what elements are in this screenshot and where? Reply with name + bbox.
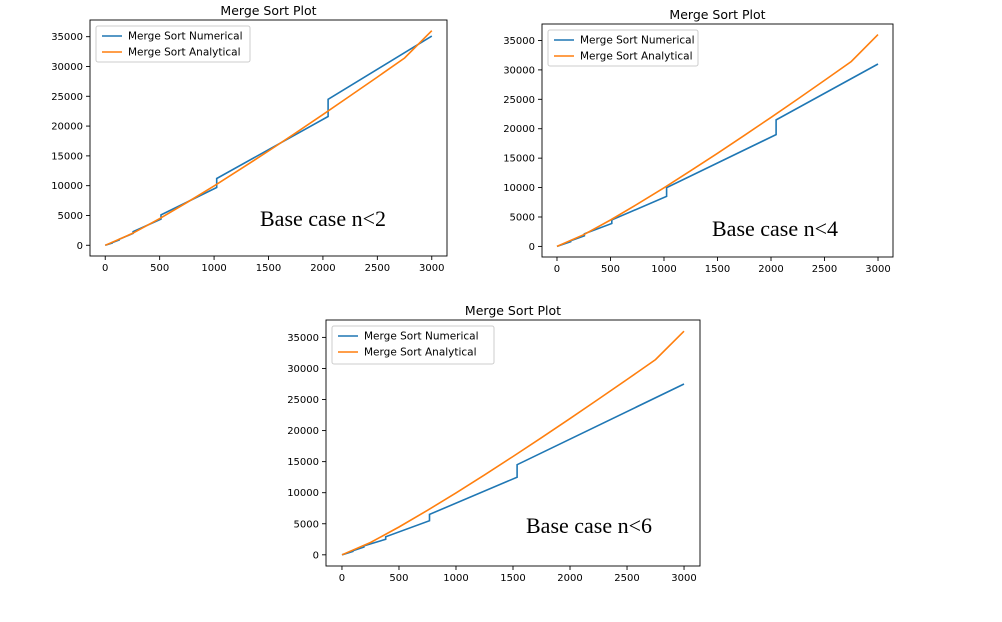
y-tick-label: 20000: [51, 122, 83, 133]
y-tick-label: 0: [313, 550, 319, 561]
y-tick-label: 5000: [510, 212, 535, 223]
legend-box: [95, 25, 251, 63]
x-tick-label: 0: [102, 263, 108, 274]
x-tick-label: 500: [389, 573, 408, 584]
legend-entry: Merge Sort Analytical: [128, 47, 241, 59]
x-tick-label: 2000: [310, 263, 335, 274]
x-tick-label: 0: [554, 264, 560, 275]
y-tick-label: 30000: [503, 65, 535, 76]
y-tick-label: 15000: [287, 457, 319, 468]
y-tick-label: 15000: [51, 151, 83, 162]
legend: Merge Sort Numerical Merge Sort Analytica…: [547, 29, 699, 67]
y-tick-label: 15000: [503, 154, 535, 165]
legend-box: [547, 29, 699, 67]
y-tick-label: 5000: [294, 519, 319, 530]
legend-entry: Merge Sort Numerical: [364, 331, 479, 343]
legend-entry: Merge Sort Numerical: [128, 31, 243, 43]
y-tick-label: 10000: [503, 183, 535, 194]
x-tick-label: 1500: [705, 264, 730, 275]
chart-title: Merge Sort Plot: [465, 303, 561, 318]
x-tick-label: 500: [601, 264, 620, 275]
x-tick-label: 2000: [557, 573, 582, 584]
y-tick-label: 25000: [503, 95, 535, 106]
y-tick-label: 30000: [51, 62, 83, 73]
y-tick-label: 35000: [287, 333, 319, 344]
y-tick-label: 10000: [287, 488, 319, 499]
x-tick-label: 3000: [419, 263, 444, 274]
y-tick-label: 35000: [51, 32, 83, 43]
legend-entry: Merge Sort Analytical: [580, 51, 693, 63]
x-tick-label: 3000: [671, 573, 696, 584]
legend: Merge Sort Numerical Merge Sort Analytica…: [95, 25, 251, 63]
series-line-analytical: [341, 330, 685, 556]
base-case-annotation: Base case n<4: [712, 216, 838, 241]
y-tick-label: 10000: [51, 181, 83, 192]
y-tick-label: 20000: [287, 426, 319, 437]
y-tick-label: 20000: [503, 124, 535, 135]
x-tick-label: 0: [339, 573, 345, 584]
base-case-annotation: Base case n<6: [526, 513, 652, 538]
x-tick-label: 2000: [758, 264, 783, 275]
legend: Merge Sort Numerical Merge Sort Analytica…: [331, 325, 495, 365]
legend-box: [331, 325, 495, 365]
x-tick-label: 3000: [865, 264, 890, 275]
x-tick-label: 1000: [201, 263, 226, 274]
legend-entry: Merge Sort Numerical: [580, 35, 695, 47]
legend-entry: Merge Sort Analytical: [364, 347, 477, 359]
x-tick-label: 500: [150, 263, 169, 274]
x-tick-label: 1000: [651, 264, 676, 275]
series-line-analytical: [104, 30, 433, 247]
x-tick-label: 1000: [443, 573, 468, 584]
y-tick-label: 25000: [287, 395, 319, 406]
x-tick-label: 2500: [365, 263, 390, 274]
y-tick-label: 30000: [287, 364, 319, 375]
y-tick-label: 5000: [58, 211, 83, 222]
x-tick-label: 2500: [614, 573, 639, 584]
x-tick-label: 2500: [812, 264, 837, 275]
chart-title: Merge Sort Plot: [220, 3, 316, 18]
y-tick-label: 25000: [51, 92, 83, 103]
y-tick-label: 0: [77, 241, 83, 252]
x-tick-label: 1500: [500, 573, 525, 584]
chart-title: Merge Sort Plot: [669, 7, 765, 22]
series-line-analytical: [556, 34, 879, 248]
x-tick-label: 1500: [256, 263, 281, 274]
base-case-annotation: Base case n<2: [260, 206, 386, 231]
y-tick-label: 0: [529, 242, 535, 253]
y-tick-label: 35000: [503, 36, 535, 47]
